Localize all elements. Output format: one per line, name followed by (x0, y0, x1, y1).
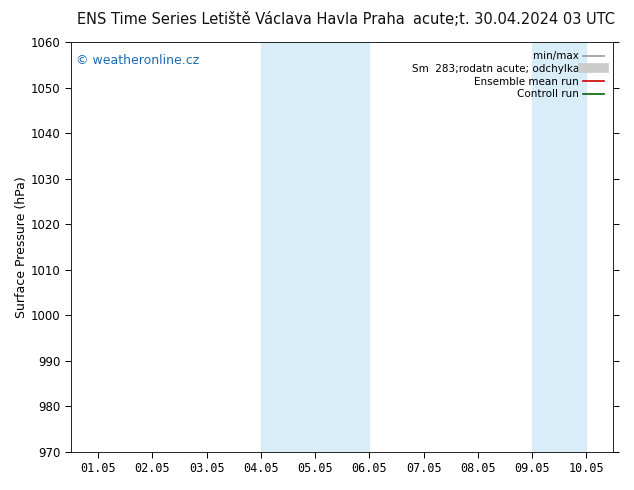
Bar (261, 42, 370, 452)
Y-axis label: Surface Pressure (hPa): Surface Pressure (hPa) (15, 176, 28, 318)
Text: acute;t. 30.04.2024 03 UTC: acute;t. 30.04.2024 03 UTC (413, 12, 615, 27)
Bar (532, 42, 586, 452)
Text: ENS Time Series Letiště Václava Havla Praha: ENS Time Series Letiště Václava Havla Pr… (77, 12, 404, 27)
Legend: min/max, Sm  283;rodatn acute; odchylka, Ensemble mean run, Controll run: min/max, Sm 283;rodatn acute; odchylka, … (408, 47, 608, 103)
Text: © weatheronline.cz: © weatheronline.cz (76, 54, 200, 67)
